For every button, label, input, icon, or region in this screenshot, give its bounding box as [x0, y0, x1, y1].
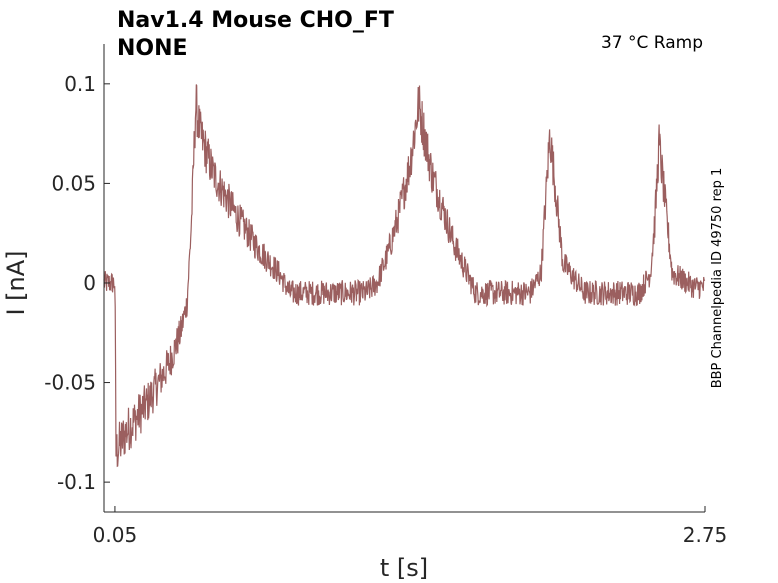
y-tick-label: 0.1: [64, 72, 96, 96]
current-trace: [103, 84, 706, 468]
y-tick-label: -0.05: [44, 371, 96, 395]
y-ticks: 0.1 0.05 0 -0.05 -0.1: [44, 72, 110, 494]
conditions-label: 37 °C Ramp: [601, 33, 703, 53]
y-axis-label: I [nA]: [2, 250, 30, 315]
x-ticks: 0.05 2.75: [93, 506, 728, 547]
x-tick-label: 0.05: [93, 523, 138, 547]
y-tick-label: -0.1: [57, 470, 96, 494]
y-tick-label: 0.05: [51, 171, 96, 195]
y-tick-label: 0: [83, 271, 96, 295]
chart-title-line-1: Nav1.4 Mouse CHO_FT: [117, 8, 394, 33]
x-axis-label: t [s]: [380, 554, 428, 582]
x-tick-label: 2.75: [683, 523, 728, 547]
plot-area: [103, 84, 706, 468]
chart-title-line-2: NONE: [117, 36, 188, 61]
side-label: BBP Channelpedia ID 49750 rep 1: [710, 168, 725, 389]
